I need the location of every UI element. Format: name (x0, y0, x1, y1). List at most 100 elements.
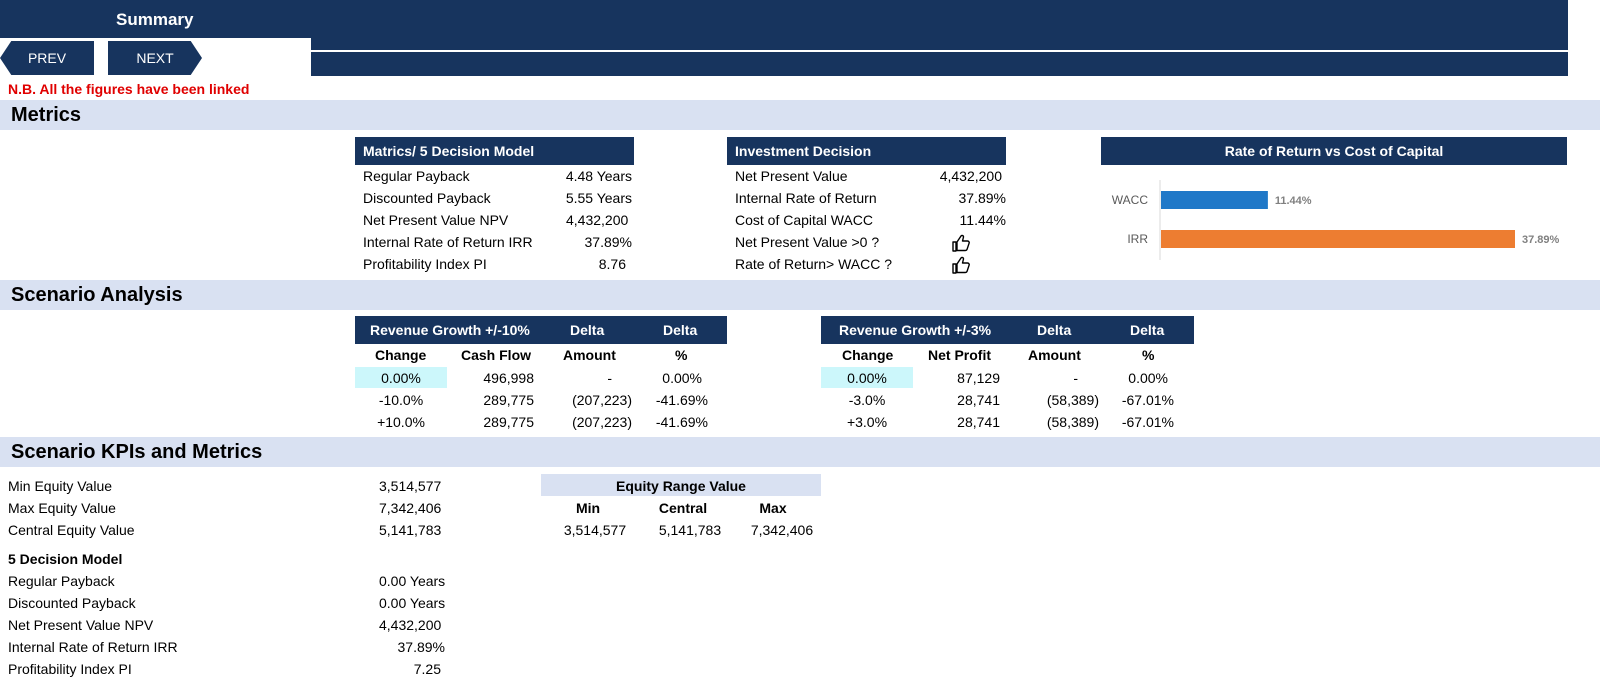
table-cell: 0.00% (1128, 370, 1168, 386)
model-value: 7.25 (413, 661, 441, 677)
revenue3-base-highlight (821, 367, 913, 388)
table-cell: 0.00% (847, 370, 887, 386)
chart-title: Rate of Return vs Cost of Capital (1101, 137, 1567, 165)
equity-label: Max Equity Value (8, 500, 116, 516)
table-cell: (58,389) (1046, 392, 1099, 408)
investment-decision-header-label: Investment Decision (735, 143, 872, 159)
decision-model-header-label: Matrics/ 5 Decision Model (363, 143, 535, 159)
banner-strip-lower (311, 52, 1568, 76)
decision-model-subtitle: 5 Decision Model (8, 551, 123, 567)
revenue3-delta-header: Delta (1130, 322, 1165, 338)
investment-label: Rate of Return> WACC ? (735, 256, 893, 272)
prev-button[interactable]: PREV (0, 41, 94, 75)
revenue3-subheader: Net Profit (928, 347, 991, 363)
equity-value: 5,141,783 (379, 522, 442, 538)
revenue3-delta-header: Delta (1037, 322, 1072, 338)
equity-range-value: 3,514,577 (563, 522, 627, 538)
decision-model-header: Matrics/ 5 Decision Model (355, 137, 634, 165)
table-cell: 496,998 (483, 370, 534, 386)
thumbs-up-icon (952, 256, 970, 274)
revenue10-header-label: Revenue Growth +/-10% (370, 322, 530, 338)
bar-irr (1161, 230, 1515, 248)
metric-label: Regular Payback (363, 168, 470, 184)
investment-label: Internal Rate of Return (735, 190, 877, 206)
scenario-section-band: Scenario Analysis (0, 280, 1600, 310)
revenue3-header (821, 316, 1194, 344)
metrics-section-band: Metrics (0, 100, 1600, 130)
table-cell: (207,223) (572, 414, 632, 430)
equity-label: Min Equity Value (8, 478, 113, 494)
table-cell: - (607, 370, 612, 386)
data-label: 11.44% (1275, 195, 1312, 207)
scenario-section-title: Scenario Analysis (11, 284, 183, 306)
thumbs-up-icon (952, 234, 970, 252)
banner-strip (311, 38, 1568, 50)
revenue10-subheader: Change (375, 347, 427, 363)
bar-wacc (1161, 191, 1268, 209)
table-cell: 289,775 (483, 392, 534, 408)
title-bar (0, 0, 1568, 38)
model-value: 0.00 Years (379, 595, 446, 611)
model-label: Regular Payback (8, 573, 115, 589)
equity-range-col: Central (658, 500, 708, 516)
rate-vs-cost-chart: WACC 11.44% IRR 37.89% (1112, 180, 1560, 260)
investment-value: 37.89% (958, 190, 1006, 206)
model-value: 0.00 Years (379, 573, 446, 589)
table-cell: (207,223) (572, 392, 632, 408)
table-cell: -41.69% (655, 392, 708, 408)
metrics-section-title: Metrics (11, 104, 82, 126)
equity-value: 3,514,577 (379, 478, 442, 494)
kpis-section-title: Scenario KPIs and Metrics (11, 441, 263, 463)
revenue10-subheader: % (675, 347, 688, 363)
category-label: WACC (1112, 193, 1149, 207)
investment-label: Net Present Value (735, 168, 848, 184)
model-label: Net Present Value NPV (8, 617, 154, 633)
revenue3-header-label: Revenue Growth +/-3% (839, 322, 992, 338)
equity-range-value: 5,141,783 (658, 522, 722, 538)
investment-label: Cost of Capital WACC (735, 212, 873, 228)
table-cell: 0.00% (381, 370, 421, 386)
data-label: 37.89% (1522, 234, 1560, 246)
investment-value: 4,432,200 (939, 168, 1002, 184)
table-cell: -41.69% (655, 414, 708, 430)
table-cell: -67.01% (1121, 414, 1174, 430)
table-cell: +10.0% (377, 414, 425, 430)
model-label: Profitability Index PI (8, 661, 132, 677)
revenue10-delta-header: Delta (570, 322, 605, 338)
model-value: 4,432,200 (379, 617, 442, 633)
table-cell: 0.00% (662, 370, 702, 386)
metric-value: 37.89% (584, 234, 632, 250)
revenue10-subheader: Amount (563, 347, 616, 363)
equity-label: Central Equity Value (8, 522, 135, 538)
revenue3-subheader: % (1142, 347, 1155, 363)
next-button[interactable]: NEXT (108, 41, 202, 75)
table-cell: 28,741 (957, 392, 1000, 408)
table-cell: -67.01% (1121, 392, 1174, 408)
metric-label: Net Present Value NPV (363, 212, 509, 228)
table-cell: (58,389) (1046, 414, 1099, 430)
model-value: 37.89% (397, 639, 445, 655)
revenue10-subheader: Cash Flow (461, 347, 532, 363)
metric-label: Profitability Index PI (363, 256, 487, 272)
table-cell: 87,129 (957, 370, 1000, 386)
model-label: Internal Rate of Return IRR (8, 639, 178, 655)
model-label: Discounted Payback (8, 595, 136, 611)
table-cell: - (1073, 370, 1078, 386)
linked-note: N.B. All the figures have been linked (8, 81, 250, 97)
metric-label: Discounted Payback (363, 190, 491, 206)
table-cell: +3.0% (846, 414, 888, 430)
equity-range-col: Min (575, 500, 601, 516)
revenue3-subheader: Amount (1028, 347, 1081, 363)
table-cell: -10.0% (378, 392, 424, 408)
category-label: IRR (1127, 232, 1148, 246)
equity-range-value: 7,342,406 (750, 522, 814, 538)
equity-range-header (541, 474, 821, 496)
investment-value: 11.44% (959, 212, 1006, 228)
investment-label: Net Present Value >0 ? (735, 234, 880, 250)
kpis-section-band: Scenario KPIs and Metrics (0, 437, 1600, 467)
equity-value: 7,342,406 (379, 500, 442, 516)
equity-range-title: Equity Range Value (616, 478, 746, 494)
page-title: Summary (116, 10, 194, 29)
revenue3-subheader: Change (842, 347, 894, 363)
metric-value: 8.76 (598, 256, 626, 272)
